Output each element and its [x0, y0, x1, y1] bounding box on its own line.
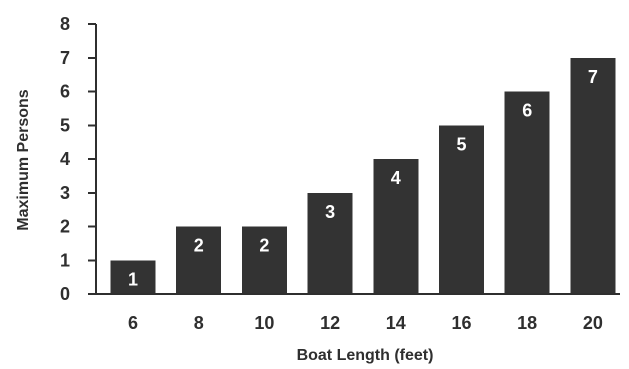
y-tick-label: 8	[60, 14, 70, 34]
x-tick-label: 8	[194, 313, 204, 333]
y-tick-label: 5	[60, 115, 70, 135]
x-tick-label: 12	[320, 313, 340, 333]
bar	[373, 159, 419, 294]
data-label: 1	[128, 269, 138, 289]
bar	[504, 91, 550, 294]
x-tick-label: 10	[254, 313, 274, 333]
bar	[439, 125, 484, 294]
data-label: 7	[588, 67, 598, 87]
y-tick-label: 3	[60, 183, 70, 203]
y-tick-label: 1	[60, 250, 70, 270]
bars-layer	[110, 57, 616, 294]
bar	[570, 57, 616, 294]
data-label: 6	[522, 101, 532, 121]
y-tick-label: 7	[60, 48, 70, 68]
x-tick-label: 16	[451, 313, 471, 333]
data-label: 4	[391, 168, 401, 188]
x-tick-label: 18	[517, 313, 537, 333]
axes-layer	[88, 23, 620, 295]
y-tick-label: 6	[60, 82, 70, 102]
y-tick-label: 4	[60, 149, 70, 169]
data-label: 2	[194, 236, 204, 256]
x-tick-label: 6	[128, 313, 138, 333]
bar	[241, 226, 287, 294]
y-tick-label: 0	[60, 284, 70, 304]
x-tick-label: 20	[583, 313, 603, 333]
bar	[110, 260, 156, 294]
bar	[176, 226, 222, 294]
y-axis-title: Maximum Persons	[15, 89, 32, 230]
data-label: 5	[456, 134, 466, 154]
y-tick-label: 2	[60, 217, 70, 237]
bar	[307, 192, 353, 294]
data-label: 3	[325, 202, 335, 222]
data-label: 2	[259, 236, 269, 256]
x-tick-label: 14	[386, 313, 406, 333]
x-axis-title: Boat Length (feet)	[297, 347, 434, 364]
